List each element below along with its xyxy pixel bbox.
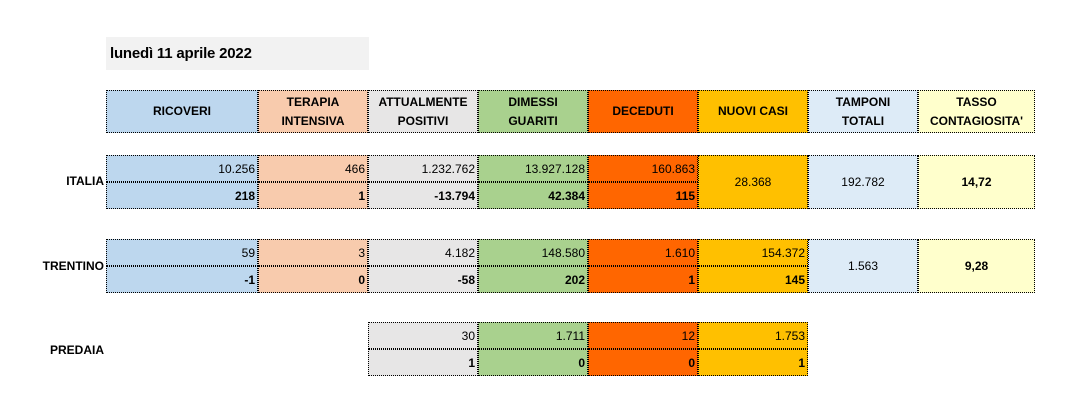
predaia-dimessi-delta: 0 <box>478 349 588 376</box>
report-date: lunedì 11 aprile 2022 <box>106 37 369 70</box>
header-attualmente-positivi: ATTUALMENTE POSITIVI <box>368 90 478 133</box>
trentino-tasso: 9,28 <box>918 239 1035 293</box>
italia-ricoveri-delta: 218 <box>106 182 258 209</box>
italia-ricoveri: 10.256 <box>106 155 258 182</box>
header-dimessi-line2: GUARITI <box>508 113 558 128</box>
header-ricoveri: RICOVERI <box>106 90 258 133</box>
italia-dimessi-delta: 42.384 <box>478 182 588 209</box>
predaia-nuovi-casi: 1.753 <box>698 322 808 349</box>
trentino-attualmente: 4.182 <box>368 239 478 266</box>
header-tamponi-line2: TOTALI <box>841 113 885 128</box>
italia-tasso: 14,72 <box>918 155 1035 209</box>
italia-nuovi-casi: 28.368 <box>698 155 808 209</box>
italia-attualmente: 1.232.762 <box>368 155 478 182</box>
header-tasso-line2: CONTAGIOSITA' <box>929 113 1024 128</box>
trentino-deceduti-delta: 1 <box>588 266 698 293</box>
italia-tamponi: 192.782 <box>808 155 918 209</box>
predaia-deceduti-delta: 0 <box>588 349 698 376</box>
italia-dimessi: 13.927.128 <box>478 155 588 182</box>
header-attualmente-line1: ATTUALMENTE <box>378 94 468 109</box>
trentino-terapia-delta: 0 <box>258 266 368 293</box>
trentino-dimessi-delta: 202 <box>478 266 588 293</box>
trentino-ricoveri: 59 <box>106 239 258 266</box>
predaia-nuovi-casi-delta: 1 <box>698 349 808 376</box>
trentino-dimessi: 148.580 <box>478 239 588 266</box>
header-nuovi-casi-label: NUOVI CASI <box>717 104 788 118</box>
header-deceduti: DECEDUTI <box>588 90 698 133</box>
trentino-terapia: 3 <box>258 239 368 266</box>
header-attualmente-line2: POSITIVI <box>397 113 449 128</box>
trentino-ricoveri-delta: -1 <box>106 266 258 293</box>
row-label-trentino: TRENTINO <box>42 259 104 273</box>
header-ricoveri-label: RICOVERI <box>152 104 211 118</box>
header-terapia-intensiva: TERAPIA INTENSIVA <box>258 90 368 133</box>
header-tasso-line1: TASSO <box>956 94 997 109</box>
trentino-attualmente-delta: -58 <box>368 266 478 293</box>
trentino-tamponi: 1.563 <box>808 239 918 293</box>
predaia-attualmente-delta: 1 <box>368 349 478 376</box>
italia-deceduti-delta: 115 <box>588 182 698 209</box>
predaia-dimessi: 1.711 <box>478 322 588 349</box>
header-dimessi-line1: DIMESSI <box>508 94 558 109</box>
header-nuovi-casi: NUOVI CASI <box>698 90 808 133</box>
header-terapia-line2: INTENSIVA <box>281 113 345 128</box>
row-label-predaia: PREDAIA <box>49 343 104 357</box>
header-tamponi-totali: TAMPONI TOTALI <box>808 90 918 133</box>
italia-deceduti: 160.863 <box>588 155 698 182</box>
trentino-nuovi-casi-delta: 145 <box>698 266 808 293</box>
trentino-nuovi-casi: 154.372 <box>698 239 808 266</box>
italia-terapia-delta: 1 <box>258 182 368 209</box>
header-deceduti-label: DECEDUTI <box>612 104 674 118</box>
predaia-attualmente: 30 <box>368 322 478 349</box>
trentino-deceduti: 1.610 <box>588 239 698 266</box>
header-tasso-contagiosita: TASSO CONTAGIOSITA' <box>918 90 1035 133</box>
header-tamponi-line1: TAMPONI <box>835 94 891 109</box>
header-dimessi-guariti: DIMESSI GUARITI <box>478 90 588 133</box>
header-terapia-line1: TERAPIA <box>286 94 340 109</box>
italia-terapia: 466 <box>258 155 368 182</box>
row-label-italia: ITALIA <box>66 174 104 188</box>
italia-attualmente-delta: -13.794 <box>368 182 478 209</box>
predaia-deceduti: 12 <box>588 322 698 349</box>
